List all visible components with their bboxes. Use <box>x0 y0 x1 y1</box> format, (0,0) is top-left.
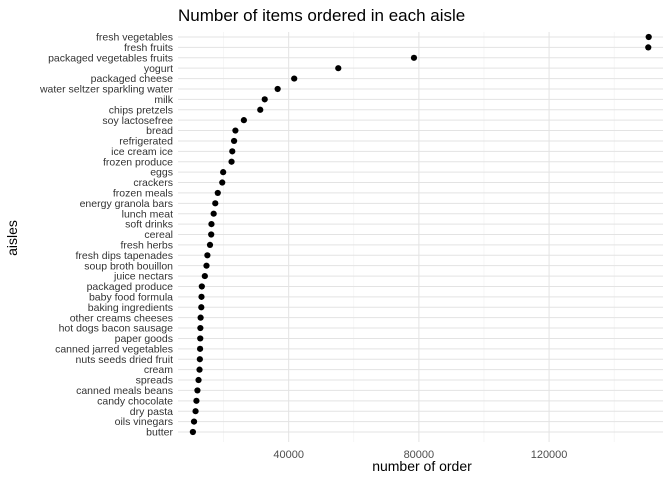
data-point <box>210 210 217 217</box>
data-point <box>198 304 205 311</box>
data-point <box>645 44 652 51</box>
data-point <box>219 179 226 186</box>
data-point <box>197 335 204 342</box>
y-tick-label: chips pretzels <box>109 104 173 116</box>
y-tick-label: oils vinegars <box>115 416 173 428</box>
data-point <box>195 376 202 384</box>
data-point <box>189 428 196 436</box>
y-tick-label: frozen produce <box>103 156 173 168</box>
data-point <box>198 293 205 300</box>
y-tick-label: milk <box>154 94 173 106</box>
y-tick-label: canned meals beans <box>76 385 173 397</box>
data-point <box>208 231 215 238</box>
x-tick-label: 80000 <box>404 449 435 461</box>
y-tick-label: packaged vegetables fruits <box>48 52 173 64</box>
data-point <box>228 158 235 165</box>
x-tick-label: 40000 <box>273 449 304 461</box>
data-point <box>220 169 227 176</box>
data-point <box>212 200 219 207</box>
data-point <box>192 408 199 415</box>
x-tick-label: 120000 <box>531 449 568 461</box>
data-point <box>257 106 264 113</box>
data-point <box>410 54 418 61</box>
y-tick-label: nuts seeds dried fruit <box>76 354 174 366</box>
chart-title: Number of items ordered in each aisle <box>178 6 465 25</box>
y-tick-label: paper goods <box>115 333 173 345</box>
y-tick-label: energy granola bars <box>80 198 173 210</box>
data-point <box>335 65 342 72</box>
y-tick-label: fresh dips tapenades <box>76 250 173 262</box>
y-tick-label: other creams cheeses <box>70 312 173 324</box>
y-tick-label: water seltzer sparkling water <box>39 84 174 96</box>
y-tick-label: butter <box>146 427 173 439</box>
y-tick-label: candy chocolate <box>97 395 173 407</box>
y-tick-label: soft drinks <box>125 219 173 231</box>
data-point <box>196 356 203 363</box>
x-axis-title: number of order <box>372 458 472 474</box>
y-tick-label: yogurt <box>144 63 173 75</box>
y-tick-label: packaged cheese <box>91 73 173 85</box>
y-tick-label: lunch meat <box>122 208 173 220</box>
y-tick-label: soup broth bouillon <box>84 260 173 272</box>
y-tick-label: packaged produce <box>87 281 174 293</box>
data-point <box>194 387 201 394</box>
y-tick-label: ice cream ice <box>111 146 173 158</box>
y-tick-label: eggs <box>150 167 173 179</box>
data-point <box>196 345 204 352</box>
data-points <box>189 33 652 436</box>
y-tick-label: juice nectars <box>113 271 173 283</box>
data-point <box>206 241 214 248</box>
data-point <box>240 117 247 124</box>
y-tick-label: frozen meals <box>113 188 173 200</box>
data-point <box>645 33 652 41</box>
data-point <box>229 148 236 155</box>
data-point <box>214 189 221 197</box>
data-point <box>197 324 204 332</box>
data-point <box>190 418 198 425</box>
y-tick-label: bread <box>146 125 173 137</box>
data-point <box>291 75 298 82</box>
y-tick-label: cereal <box>144 229 173 241</box>
y-axis-title: aisles <box>4 220 20 256</box>
y-tick-label: baking ingredients <box>88 302 173 314</box>
grid <box>178 32 663 442</box>
y-tick-label: fresh herbs <box>120 239 173 251</box>
y-tick-label: fresh vegetables <box>96 32 173 44</box>
data-point <box>274 85 281 93</box>
y-tick-label: spreads <box>136 375 173 387</box>
data-point <box>201 272 208 280</box>
x-tick-labels: 40000 80000 120000 <box>273 449 567 461</box>
y-tick-label: hot dogs bacon sausage <box>59 323 174 335</box>
y-tick-label: soy lactosefree <box>102 115 173 127</box>
y-tick-label: dry pasta <box>130 406 173 418</box>
y-tick-label: fresh fruits <box>124 42 173 54</box>
data-point <box>203 262 210 269</box>
data-point <box>196 366 203 373</box>
data-point <box>197 314 204 321</box>
y-tick-label: refrigerated <box>119 136 173 148</box>
data-point <box>261 96 268 103</box>
data-point <box>198 283 205 290</box>
y-tick-label: canned jarred vegetables <box>55 343 173 355</box>
data-point <box>204 252 211 259</box>
data-point <box>230 137 238 145</box>
data-point <box>208 221 215 228</box>
y-tick-label: baby food formula <box>89 291 173 303</box>
y-tick-label: crackers <box>133 177 173 189</box>
data-point <box>232 127 239 134</box>
y-tick-label: cream <box>144 364 173 376</box>
data-point <box>193 397 200 404</box>
